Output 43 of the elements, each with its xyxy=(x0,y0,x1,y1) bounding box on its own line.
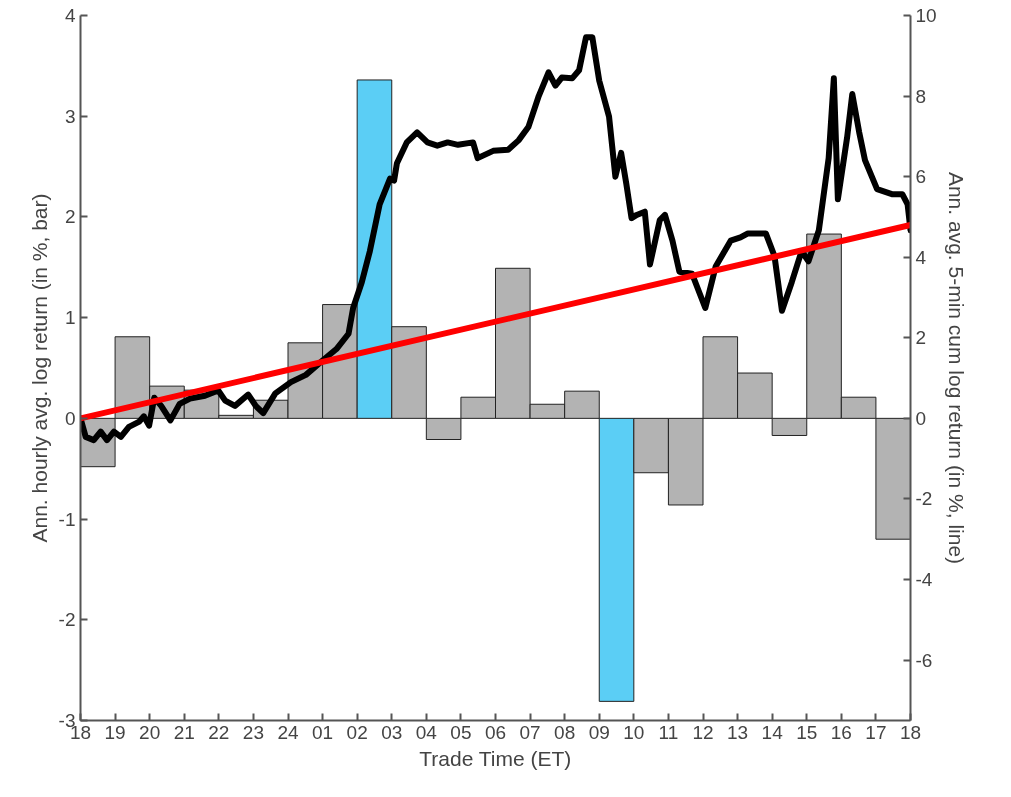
x-tick-label: 24 xyxy=(277,721,299,743)
x-tick-label: 06 xyxy=(484,721,507,743)
x-tick-label: 11 xyxy=(658,721,679,743)
y2-tick-label: -4 xyxy=(915,569,933,590)
y-tick-label: -2 xyxy=(58,609,76,631)
x-tick-label: 14 xyxy=(761,721,784,743)
x-tick-label: 01 xyxy=(312,721,334,743)
y-tick-label: 0 xyxy=(64,407,76,429)
y-tick-label: -1 xyxy=(58,508,76,530)
x-tick-label: 04 xyxy=(415,721,438,743)
y-tick-label: 2 xyxy=(64,206,76,228)
x-tick-label: 05 xyxy=(450,721,472,743)
x-tick-label: 17 xyxy=(865,721,887,743)
y2-tick-label: 4 xyxy=(915,246,927,268)
y2-tick-label: 8 xyxy=(915,85,927,107)
x-tick-label: 19 xyxy=(104,721,126,743)
y2-axis-title: Ann. avg. 5-min cum log return (in %, line) xyxy=(944,171,968,565)
y-tick-label: 4 xyxy=(64,5,76,26)
x-tick-label: 20 xyxy=(139,721,161,743)
x-tick-label: 03 xyxy=(381,721,403,743)
x-tick-label: 23 xyxy=(242,721,264,743)
x-axis-title: Trade Time (ET) xyxy=(419,746,572,770)
x-tick-label: 08 xyxy=(554,721,576,743)
y-axis-title: Ann. hourly avg. log return (in %, bar) xyxy=(27,193,51,543)
y2-tick-label: 0 xyxy=(915,407,927,429)
x-tick-label: 13 xyxy=(727,721,749,743)
y2-tick-label: 10 xyxy=(915,5,937,26)
x-tick-label: 16 xyxy=(830,721,852,743)
x-tick-label: 22 xyxy=(208,721,230,743)
x-tick-label: 02 xyxy=(346,721,368,743)
x-tick-label: 10 xyxy=(623,721,645,743)
x-tick-label: 07 xyxy=(519,721,541,743)
y2-tick-label: -2 xyxy=(915,488,933,510)
x-tick-label: 15 xyxy=(796,721,818,743)
x-tick-label: 21 xyxy=(173,721,195,743)
x-tick-label: 18 xyxy=(899,721,922,743)
y2-tick-label: 6 xyxy=(915,166,927,188)
y-tick-label: 1 xyxy=(64,307,76,329)
y2-tick-label: 2 xyxy=(915,327,927,349)
y2-tick-label: -6 xyxy=(915,649,933,671)
y-tick-label: 3 xyxy=(64,105,76,127)
x-tick-label: 09 xyxy=(588,721,610,743)
x-tick-label: 12 xyxy=(692,721,714,743)
